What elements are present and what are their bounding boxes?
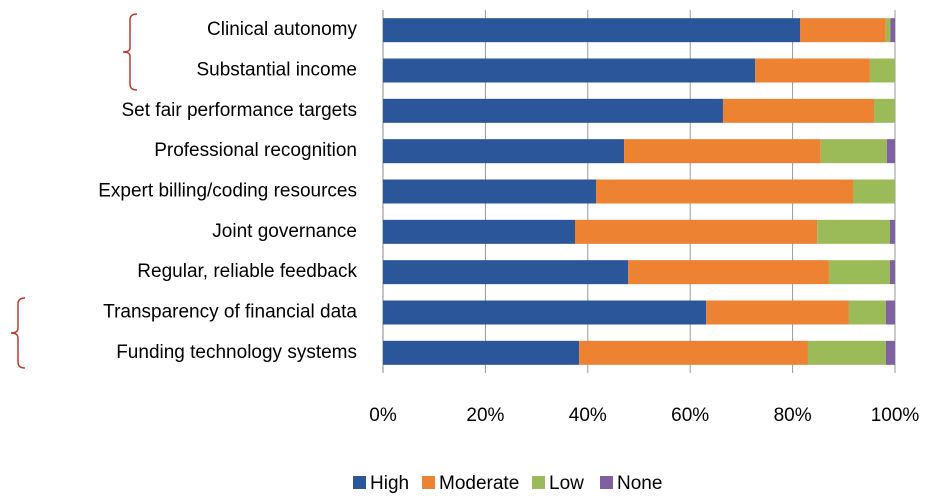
- bracket: [122, 13, 138, 91]
- bar-segment: [885, 340, 895, 365]
- legend-label: Moderate: [439, 473, 519, 494]
- y-tick-label: Professional recognition: [154, 140, 357, 161]
- y-tick-label: Funding technology systems: [116, 342, 357, 363]
- x-tick-label: 60%: [671, 405, 709, 426]
- x-tick-label: 20%: [466, 405, 504, 426]
- y-tick-label: Clinical autonomy: [207, 19, 357, 40]
- bar-segment: [383, 98, 723, 123]
- bracket: [10, 297, 26, 369]
- bar-segment: [595, 179, 854, 204]
- x-tick-label: 0%: [369, 405, 397, 426]
- bar-segment: [886, 139, 895, 164]
- bar-segment: [706, 300, 849, 325]
- y-tick-label: Substantial income: [196, 60, 357, 81]
- bar-segment: [885, 300, 895, 325]
- bar-segment: [383, 300, 707, 325]
- bar-segment: [889, 260, 895, 285]
- bar-segment: [817, 219, 890, 244]
- bar-segment: [800, 18, 886, 43]
- x-tick-label: 80%: [774, 405, 812, 426]
- bar-segment: [383, 260, 629, 285]
- x-tick-label: 40%: [569, 405, 607, 426]
- bar-segment: [383, 139, 625, 164]
- legend-swatch: [422, 476, 435, 489]
- bar-segment: [383, 340, 580, 365]
- legend-label: High: [370, 473, 409, 494]
- y-tick-label: Set fair performance targets: [122, 100, 358, 121]
- bar-segment: [579, 340, 808, 365]
- bar-segment: [885, 18, 891, 43]
- bar-segment: [853, 179, 895, 204]
- bar-segment: [624, 139, 821, 164]
- bar-segment: [890, 18, 895, 43]
- bar-segment: [383, 58, 756, 83]
- legend-swatch: [600, 476, 613, 489]
- y-tick-label: Regular, reliable feedback: [137, 261, 357, 282]
- x-tick-label: 100%: [871, 405, 920, 426]
- bar-segment: [383, 219, 575, 244]
- bar-segment: [722, 98, 875, 123]
- bar-segment: [820, 139, 887, 164]
- legend-label: None: [617, 473, 662, 494]
- bar-segment: [383, 179, 596, 204]
- bar-segment: [755, 58, 870, 83]
- bar-segment: [575, 219, 818, 244]
- bar-segment: [869, 58, 895, 83]
- bar-segment: [628, 260, 829, 285]
- legend-swatch: [353, 476, 366, 489]
- bar-segment: [874, 98, 895, 123]
- bar-segment: [807, 340, 886, 365]
- y-tick-label: Expert billing/coding resources: [98, 181, 357, 202]
- bar-segment: [848, 300, 886, 325]
- legend-label: Low: [549, 473, 584, 494]
- y-tick-label: Joint governance: [212, 221, 357, 242]
- legend-swatch: [532, 476, 545, 489]
- y-tick-label: Transparency of financial data: [103, 302, 357, 323]
- bar-segment: [889, 219, 895, 244]
- bar-segment: [383, 18, 801, 43]
- bar-segment: [828, 260, 890, 285]
